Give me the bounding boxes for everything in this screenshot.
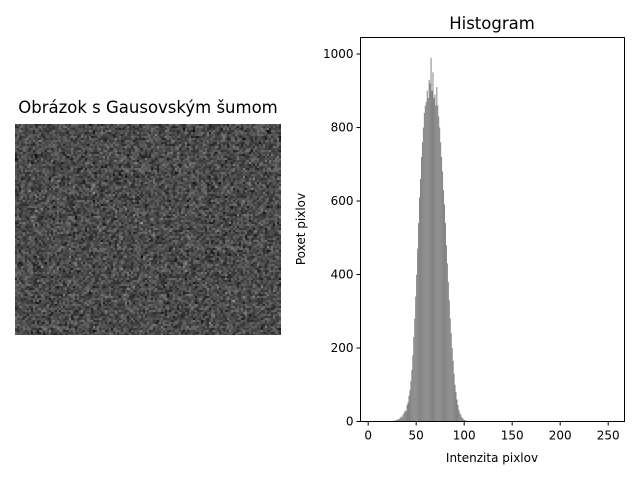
histogram-bar xyxy=(419,197,421,422)
histogram-bar xyxy=(458,409,460,422)
y-tick-label: 800 xyxy=(331,121,354,135)
histogram-bar xyxy=(451,348,453,422)
histogram-bar xyxy=(430,57,432,422)
histogram-bar xyxy=(434,94,436,422)
histogram-bar xyxy=(395,420,397,422)
noise-image xyxy=(15,124,281,335)
histogram-bar xyxy=(446,263,448,422)
histogram-bar xyxy=(412,355,414,422)
histogram-bar xyxy=(418,223,420,422)
histogram-bar xyxy=(414,318,416,422)
chart-title: Histogram xyxy=(449,14,535,33)
histogram-bar xyxy=(435,105,437,422)
histogram-bar xyxy=(439,127,441,422)
y-tick-label: 200 xyxy=(331,341,354,355)
axes-frame xyxy=(360,37,625,422)
x-tick-label: 150 xyxy=(501,429,524,443)
histogram-bar xyxy=(425,101,427,422)
x-tick-label: 100 xyxy=(453,429,476,443)
histogram-bar xyxy=(450,333,452,422)
histogram-bar xyxy=(447,281,449,422)
histogram-bar xyxy=(420,156,422,422)
histogram-bar xyxy=(449,318,451,422)
y-axis-label: Poxet pixlov xyxy=(294,193,308,265)
histogram-bar xyxy=(443,189,445,422)
y-axis-ticks: 0 200 400 600 800 1000 xyxy=(323,47,361,429)
x-tick-label: 50 xyxy=(409,429,424,443)
histogram-bar xyxy=(429,83,431,422)
x-tick-label: 250 xyxy=(597,429,620,443)
histogram-bar xyxy=(407,402,409,422)
histogram-bar xyxy=(403,412,405,422)
histogram-bar xyxy=(464,420,466,422)
histogram-bar xyxy=(444,204,445,422)
histogram-bar xyxy=(448,300,450,422)
histogram-bar xyxy=(423,112,425,422)
x-axis-label: Intenzita pixlov xyxy=(446,451,538,465)
histogram-bar xyxy=(417,248,419,422)
histogram-bar xyxy=(441,156,443,422)
histogram-bar xyxy=(462,418,464,422)
histogram-bar xyxy=(432,72,434,422)
histogram-bar xyxy=(405,411,407,422)
histogram-bar xyxy=(401,417,403,422)
histogram-bar xyxy=(433,98,435,422)
histogram-bar xyxy=(442,171,444,422)
histogram-bar xyxy=(420,178,421,422)
histogram-bar xyxy=(438,116,440,422)
histogram-bar xyxy=(409,390,411,422)
histogram-bar xyxy=(457,404,459,422)
histogram-bar xyxy=(399,417,401,422)
histogram-bar xyxy=(421,142,423,422)
histogram-bar xyxy=(459,412,461,422)
histogram-bar xyxy=(437,105,439,422)
histogram-bar xyxy=(444,223,446,422)
histogram-bar xyxy=(440,142,442,422)
histogram-bars xyxy=(392,57,471,422)
y-tick-label: 1000 xyxy=(323,47,354,61)
histogram-bar xyxy=(427,98,429,422)
histogram-bar xyxy=(402,414,404,422)
histogram-bar xyxy=(453,373,455,422)
histogram-bar xyxy=(406,404,408,422)
histogram-bar xyxy=(408,395,410,422)
histogram-bar xyxy=(398,418,400,422)
histogram-bar xyxy=(452,360,454,422)
histogram-bar xyxy=(445,245,447,422)
histogram-bar xyxy=(436,87,438,422)
histogram-bar xyxy=(400,416,402,422)
histogram-bar xyxy=(431,90,433,422)
histogram-bar xyxy=(411,370,413,422)
histogram-bar xyxy=(428,79,430,422)
y-tick-label: 400 xyxy=(331,268,354,282)
histogram-bar xyxy=(415,296,417,422)
histogram-bar xyxy=(454,384,456,422)
histogram-bar xyxy=(455,392,457,422)
histogram-bar xyxy=(461,417,463,422)
histogram-bar xyxy=(460,414,462,422)
histogram-bar xyxy=(463,419,465,422)
histogram-bar xyxy=(396,420,397,422)
histogram-bar xyxy=(424,105,426,422)
histogram-bar xyxy=(465,420,467,422)
histogram-bar xyxy=(397,419,399,422)
histogram-bar xyxy=(416,274,418,422)
histogram-bar xyxy=(396,419,398,422)
histogram-bar xyxy=(422,127,424,422)
y-tick-label: 600 xyxy=(331,194,354,208)
x-tick-label: 200 xyxy=(549,429,572,443)
image-title: Obrázok s Gausovským šumom xyxy=(18,98,278,117)
histogram-bar xyxy=(456,399,458,422)
histogram-bar xyxy=(404,410,406,422)
histogram-bar xyxy=(413,336,415,422)
x-axis-ticks: 0 50 100 150 200 250 xyxy=(364,421,620,443)
histogram-bar xyxy=(426,90,428,422)
y-tick-label: 0 xyxy=(346,415,354,429)
x-tick-label: 0 xyxy=(364,429,372,443)
histogram-bar xyxy=(410,381,412,422)
